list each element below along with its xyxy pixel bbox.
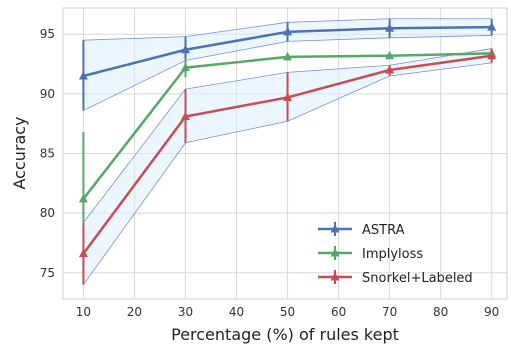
x-tick-label: 70	[382, 305, 397, 319]
series-group	[78, 18, 497, 285]
legend-marker	[330, 272, 340, 281]
y-tick-label: 85	[40, 147, 55, 161]
legend-label: Implyloss	[362, 247, 423, 262]
y-tick-label: 95	[40, 27, 55, 41]
series-snorkel-labeled	[78, 48, 497, 285]
legend-item: ASTRA	[318, 222, 405, 238]
x-tick-label: 80	[433, 305, 448, 319]
x-tick-labels: 10 20 30 40 50 60 70 80 90	[76, 305, 500, 319]
data-point	[180, 62, 190, 72]
x-tick-label: 60	[331, 305, 346, 319]
y-tick-label: 75	[40, 266, 55, 280]
data-point	[180, 111, 190, 121]
legend-label: ASTRA	[362, 223, 405, 238]
legend-marker	[330, 224, 340, 233]
data-point	[385, 65, 395, 74]
y-tick-label: 80	[40, 206, 55, 220]
legend: ASTRA Implyloss Snorkel+Labeled	[318, 222, 473, 286]
x-tick-label: 20	[127, 305, 142, 319]
data-point	[283, 51, 293, 61]
data-point	[487, 50, 497, 60]
data-point	[283, 26, 293, 36]
legend-item: Snorkel+Labeled	[318, 270, 473, 286]
x-tick-label: 90	[484, 305, 499, 319]
data-point	[78, 193, 88, 203]
x-tick-label: 50	[280, 305, 295, 319]
legend-item: Implyloss	[318, 246, 423, 262]
y-axis-title: Accuracy	[10, 116, 29, 189]
x-tick-label: 10	[76, 305, 91, 319]
y-tick-labels: 75 80 85 90 95	[40, 27, 55, 280]
data-point	[180, 44, 190, 54]
data-point	[385, 50, 395, 60]
data-point	[283, 92, 293, 101]
x-tick-label: 30	[178, 305, 193, 319]
series-astra	[78, 18, 497, 111]
legend-marker	[330, 248, 340, 257]
data-point	[78, 248, 88, 258]
y-tick-label: 90	[40, 87, 55, 101]
x-axis-title: Percentage (%) of rules kept	[171, 325, 399, 344]
data-point	[78, 70, 88, 80]
data-point	[385, 23, 395, 32]
legend-label: Snorkel+Labeled	[362, 271, 473, 286]
data-point	[487, 22, 497, 31]
x-tick-label: 40	[229, 305, 244, 319]
